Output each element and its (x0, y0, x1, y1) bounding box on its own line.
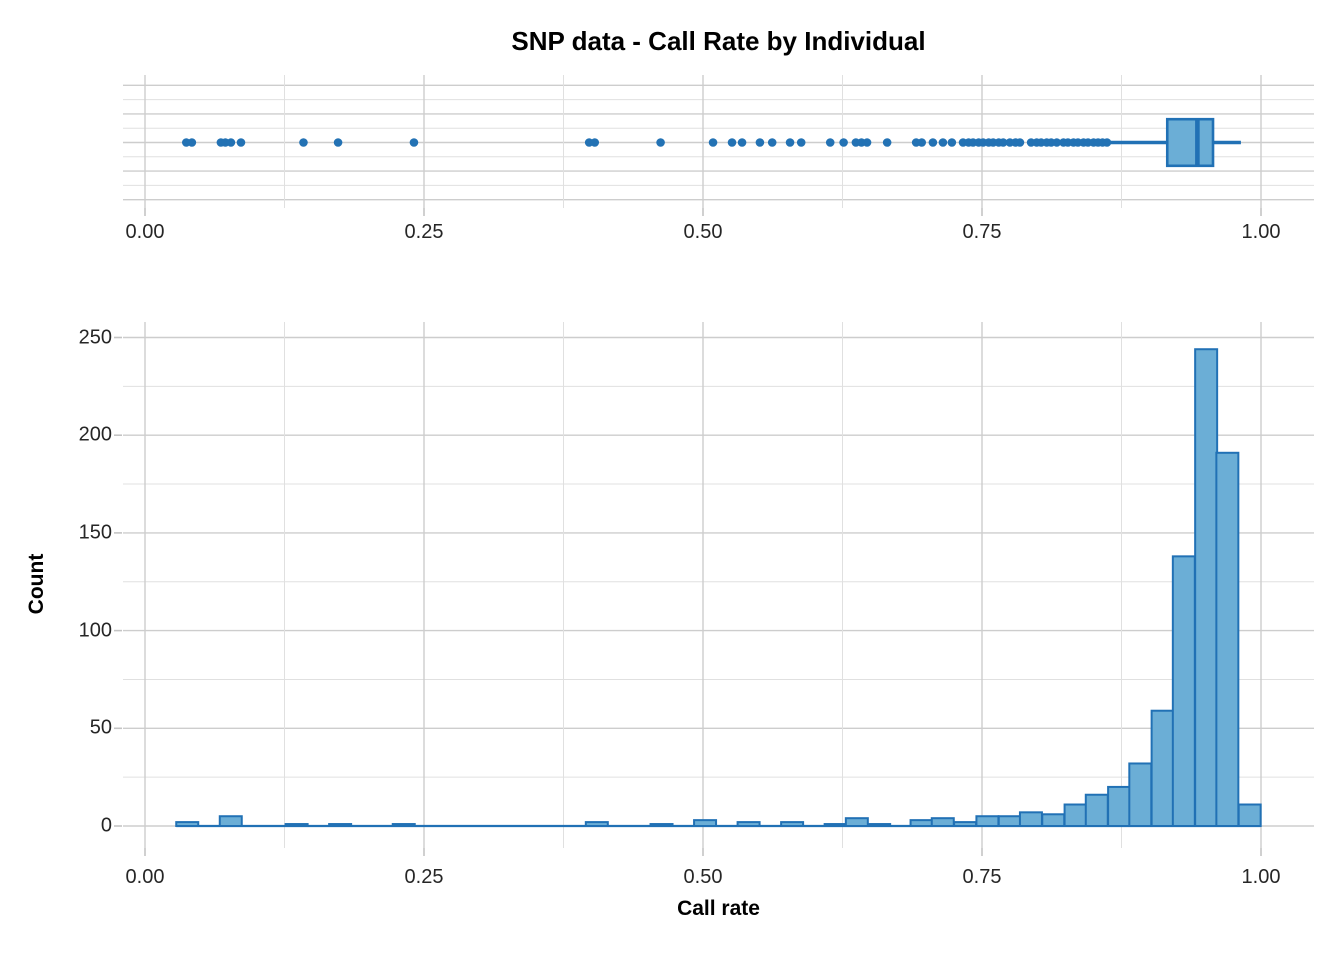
histogram-bar (284, 823, 309, 827)
boxplot-x-tick-label: 0.00 (125, 221, 165, 243)
outlier-point (299, 138, 308, 147)
outlier-point (1102, 138, 1112, 147)
y-axis-title: Count (25, 553, 48, 615)
histogram-panel (114, 322, 1314, 856)
histogram-bar (975, 815, 1000, 828)
histogram-bar (328, 823, 353, 827)
outlier-point (917, 138, 927, 147)
outlier-point (708, 138, 718, 147)
histogram-bar (1128, 762, 1153, 827)
chart-title: SNP data - Call Rate by Individual (511, 26, 926, 56)
outlier-point (333, 138, 343, 147)
histogram-bar (1041, 813, 1066, 828)
histogram-y-tick-label: 0 (100, 814, 112, 837)
histogram-y-tick-label: 100 (78, 619, 112, 642)
outlier-point (590, 138, 600, 147)
histogram-bar (780, 821, 805, 828)
histogram-bar (1194, 348, 1219, 827)
outlier-point (928, 138, 938, 147)
histogram-bar (1063, 803, 1088, 828)
outlier-point (785, 138, 795, 147)
outlier-point (862, 138, 872, 147)
outlier-point (882, 138, 892, 147)
outlier-point (409, 138, 419, 147)
histogram-y-tick-label: 50 (89, 716, 112, 739)
histogram-bar (1018, 811, 1043, 827)
histogram-x-tick-label: 0.25 (404, 866, 444, 888)
histogram-y-tick-label: 200 (78, 423, 112, 446)
histogram-bar (649, 823, 674, 827)
histogram-bar (997, 815, 1022, 828)
histogram-y-tick-label: 150 (78, 521, 112, 544)
outlier-point (755, 138, 765, 147)
histogram-x-tick-label: 1.00 (1241, 866, 1281, 888)
outlier-point (187, 138, 197, 147)
outlier-point (236, 138, 246, 147)
histogram-y-tick-label: 250 (78, 326, 112, 348)
outlier-point (839, 138, 848, 147)
outlier-point (1052, 138, 1062, 147)
outlier-point (947, 138, 957, 147)
boxplot-x-tick-label: 0.75 (962, 221, 1002, 243)
histogram-bar (218, 815, 243, 828)
histogram-plot-area (114, 322, 1314, 856)
histogram-bar (1171, 555, 1196, 828)
histogram-bar (1237, 803, 1262, 828)
histogram-bar (736, 821, 761, 828)
outlier-point (796, 138, 806, 147)
histogram-bar (693, 819, 718, 828)
histogram-bar (930, 817, 955, 827)
outlier-point (825, 138, 835, 147)
histogram-bar (1150, 709, 1175, 827)
histogram-bar (391, 823, 416, 827)
histogram-bar (584, 821, 609, 828)
boxplot-x-tick-label: 0.25 (404, 221, 444, 243)
histogram-bar (909, 819, 934, 828)
outlier-point (767, 138, 777, 147)
boxplot-panel (123, 75, 1314, 216)
boxplot-box (1165, 117, 1215, 168)
outlier-point (998, 138, 1008, 147)
outlier-point (938, 138, 948, 147)
boxplot-x-tick-label: 1.00 (1241, 221, 1281, 243)
boxplot-plot-area (123, 75, 1314, 216)
x-axis-title: Call rate (677, 897, 760, 920)
histogram-x-tick-label: 0.50 (683, 866, 723, 888)
histogram-bar (823, 823, 848, 827)
histogram-bar (175, 821, 200, 828)
outlier-point (737, 138, 747, 147)
histogram-bar (844, 817, 869, 827)
histogram-bar (867, 823, 892, 827)
histogram-bar (1107, 785, 1132, 828)
histogram-x-tick-label: 0.75 (962, 866, 1002, 888)
outlier-point (226, 138, 236, 147)
outlier-point (727, 138, 737, 147)
outlier-point (656, 138, 665, 147)
boxplot-x-tick-label: 0.50 (683, 221, 723, 243)
outlier-point (1015, 138, 1025, 147)
histogram-bar (1215, 451, 1240, 827)
histogram-bar (1084, 793, 1109, 827)
histogram-bar (953, 821, 978, 828)
histogram-x-tick-label: 0.00 (125, 866, 165, 888)
